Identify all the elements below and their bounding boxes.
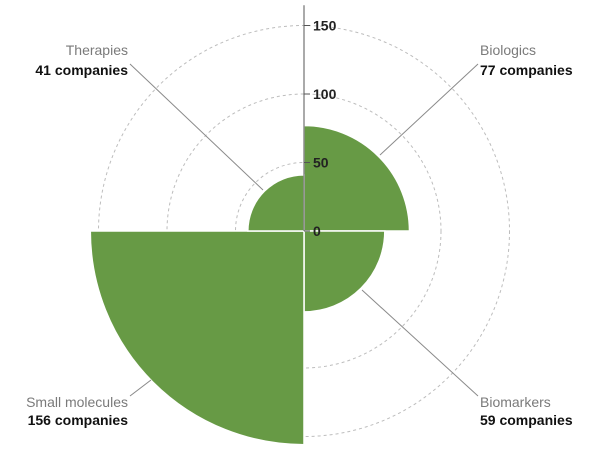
label-biologics-count: 77 companies	[480, 62, 573, 78]
radial-axis: 0 50 100 150	[303, 5, 337, 239]
segment-small-molecules	[89, 230, 305, 446]
label-therapies-count: 41 companies	[35, 62, 128, 78]
leader-line-biologics	[379, 63, 479, 156]
label-biomarkers-name: Biomarkers	[480, 394, 551, 410]
label-small-molecules-name: Small molecules	[26, 394, 128, 410]
label-small-molecules-count: 156 companies	[28, 412, 129, 428]
segment-therapies	[247, 174, 305, 232]
tick-label-0: 0	[313, 223, 321, 239]
tick-label-50: 50	[313, 155, 329, 171]
segment-biologics	[303, 124, 411, 232]
label-biologics-name: Biologics	[480, 42, 536, 58]
segment-layer	[89, 124, 411, 446]
segment-biomarkers	[303, 230, 386, 313]
label-biomarkers-count: 59 companies	[480, 412, 573, 428]
label-therapies-name: Therapies	[66, 42, 128, 58]
tick-label-100: 100	[313, 86, 337, 102]
leader-lines	[129, 63, 479, 397]
grid-ring-100	[166, 93, 442, 369]
leader-line-biomarkers	[361, 289, 479, 397]
leader-line-small-molecules	[129, 379, 152, 397]
tick-label-150: 150	[313, 18, 337, 34]
leader-line-therapies	[129, 63, 264, 191]
